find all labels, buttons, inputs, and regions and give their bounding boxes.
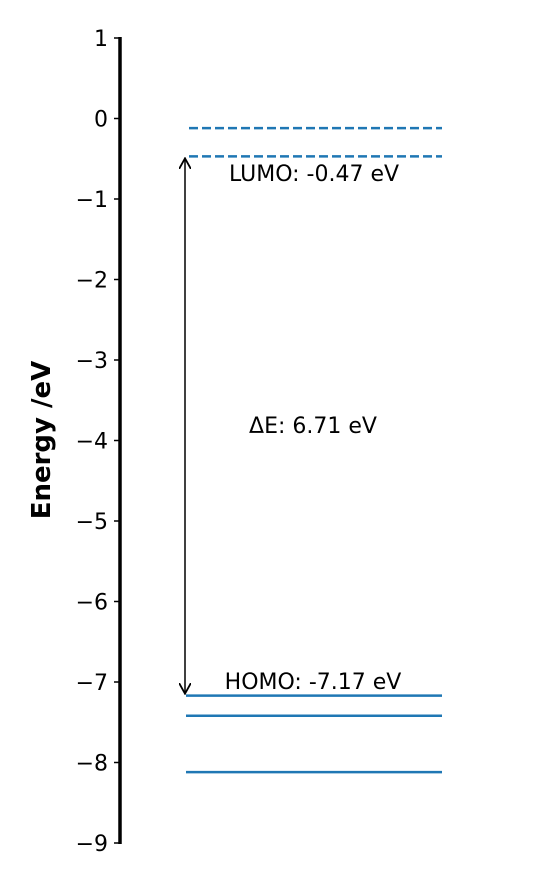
homo-label: HOMO: -7.17 eV	[225, 670, 402, 695]
y-tick-label: −9	[76, 832, 108, 857]
y-axis-ticks: 1 0 −1 −2 −3 −4 −5 −6 −7 −8 −9	[76, 27, 120, 857]
y-tick-label: −8	[76, 752, 108, 777]
y-tick-label: −2	[76, 269, 108, 294]
gap-label: ΔE: 6.71 eV	[249, 414, 377, 439]
y-tick-label: −4	[76, 430, 108, 455]
energy-levels	[186, 126, 442, 774]
y-tick-label: −1	[76, 188, 108, 213]
y-tick-label: −6	[76, 591, 108, 616]
y-tick-label: 1	[94, 27, 108, 52]
y-tick-label: 0	[94, 108, 108, 133]
lumo-label: LUMO: -0.47 eV	[229, 162, 399, 187]
y-tick-label: −7	[76, 671, 108, 696]
y-axis-label: Energy /eV	[27, 361, 57, 520]
y-tick-label: −3	[76, 349, 108, 374]
y-tick-label: −5	[76, 510, 108, 535]
